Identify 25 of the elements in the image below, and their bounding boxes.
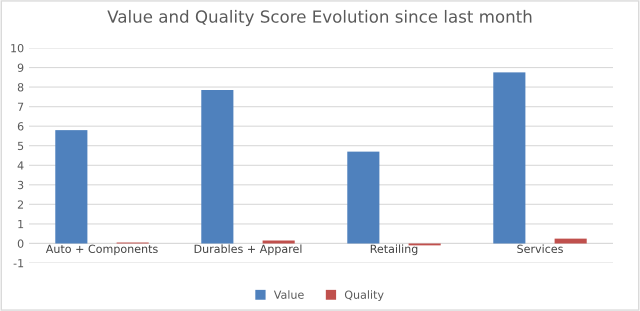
y-tick-label: 4 [18, 161, 24, 170]
y-tick-label: 9 [18, 64, 24, 72]
y-tick-label: 7 [18, 102, 24, 111]
y-tick-label: 10 [11, 44, 24, 52]
legend-label: Quality [344, 290, 384, 301]
y-tick-label: 6 [18, 122, 24, 131]
x-tick-label: Retailing [370, 244, 418, 256]
bar [201, 90, 234, 244]
x-tick-label: Durables + Apparel [194, 244, 302, 256]
legend-label: Value [274, 290, 304, 299]
x-tick-label: Auto + Components [46, 244, 158, 256]
y-tick-label: -1 [14, 259, 24, 268]
y-tick-label: 3 [18, 180, 24, 190]
x-tick-label: Services [517, 244, 563, 254]
y-tick-label: 1 [18, 220, 24, 228]
y-tick-label: 2 [18, 200, 24, 209]
chart-title: Value and Quality Score Evolution since last month [107, 10, 532, 26]
bar [554, 238, 587, 244]
bar [262, 240, 295, 244]
y-tick-label: 0 [18, 239, 24, 248]
y-tick-label: 5 [18, 142, 24, 150]
bar [55, 130, 88, 244]
y-tick-label: 8 [18, 83, 24, 92]
bar [347, 152, 380, 244]
bar [493, 72, 526, 244]
